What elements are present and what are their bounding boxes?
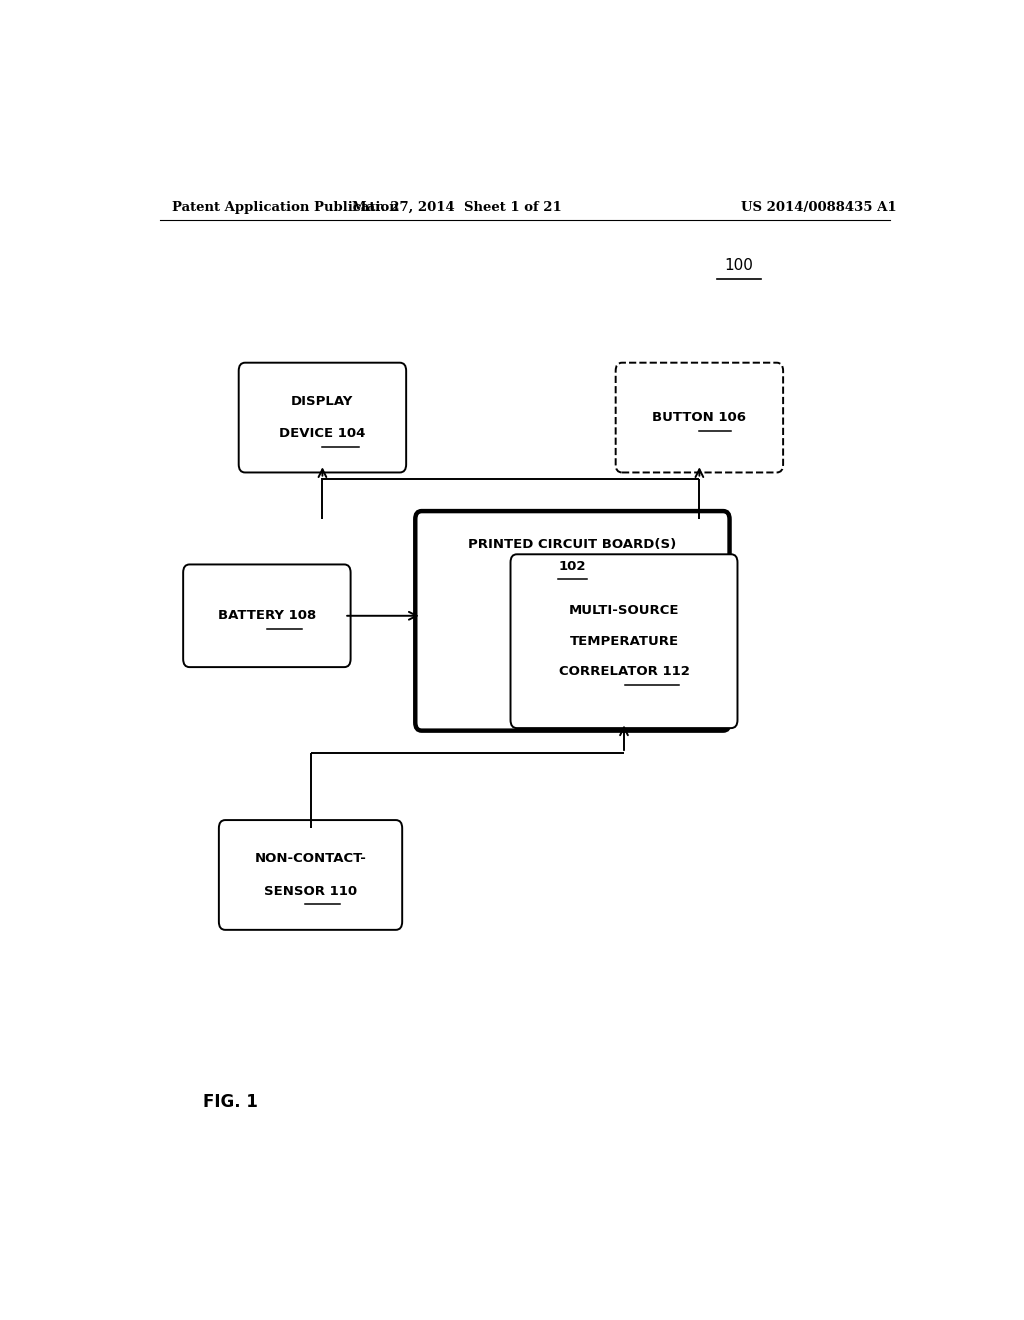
Text: TEMPERATURE: TEMPERATURE [569,635,679,648]
Text: DISPLAY: DISPLAY [291,395,353,408]
FancyBboxPatch shape [183,565,350,667]
Text: 100: 100 [725,257,754,273]
Text: 102: 102 [559,561,586,573]
Text: NON-CONTACT-: NON-CONTACT- [255,853,367,865]
Text: DEVICE 104: DEVICE 104 [280,428,366,441]
Text: BATTERY 108: BATTERY 108 [218,610,316,622]
Text: Mar. 27, 2014  Sheet 1 of 21: Mar. 27, 2014 Sheet 1 of 21 [352,201,562,214]
FancyBboxPatch shape [219,820,402,929]
Text: SENSOR 110: SENSOR 110 [264,884,357,898]
Text: BUTTON 106: BUTTON 106 [652,411,746,424]
Text: Patent Application Publication: Patent Application Publication [172,201,398,214]
Text: MULTI-SOURCE: MULTI-SOURCE [568,605,679,618]
Text: CORRELATOR 112: CORRELATOR 112 [558,665,689,678]
Text: FIG. 1: FIG. 1 [204,1093,258,1110]
FancyBboxPatch shape [239,363,407,473]
Text: PRINTED CIRCUIT BOARD(S): PRINTED CIRCUIT BOARD(S) [468,539,677,552]
Text: US 2014/0088435 A1: US 2014/0088435 A1 [740,201,896,214]
FancyBboxPatch shape [615,363,783,473]
FancyBboxPatch shape [416,511,729,731]
FancyBboxPatch shape [511,554,737,729]
